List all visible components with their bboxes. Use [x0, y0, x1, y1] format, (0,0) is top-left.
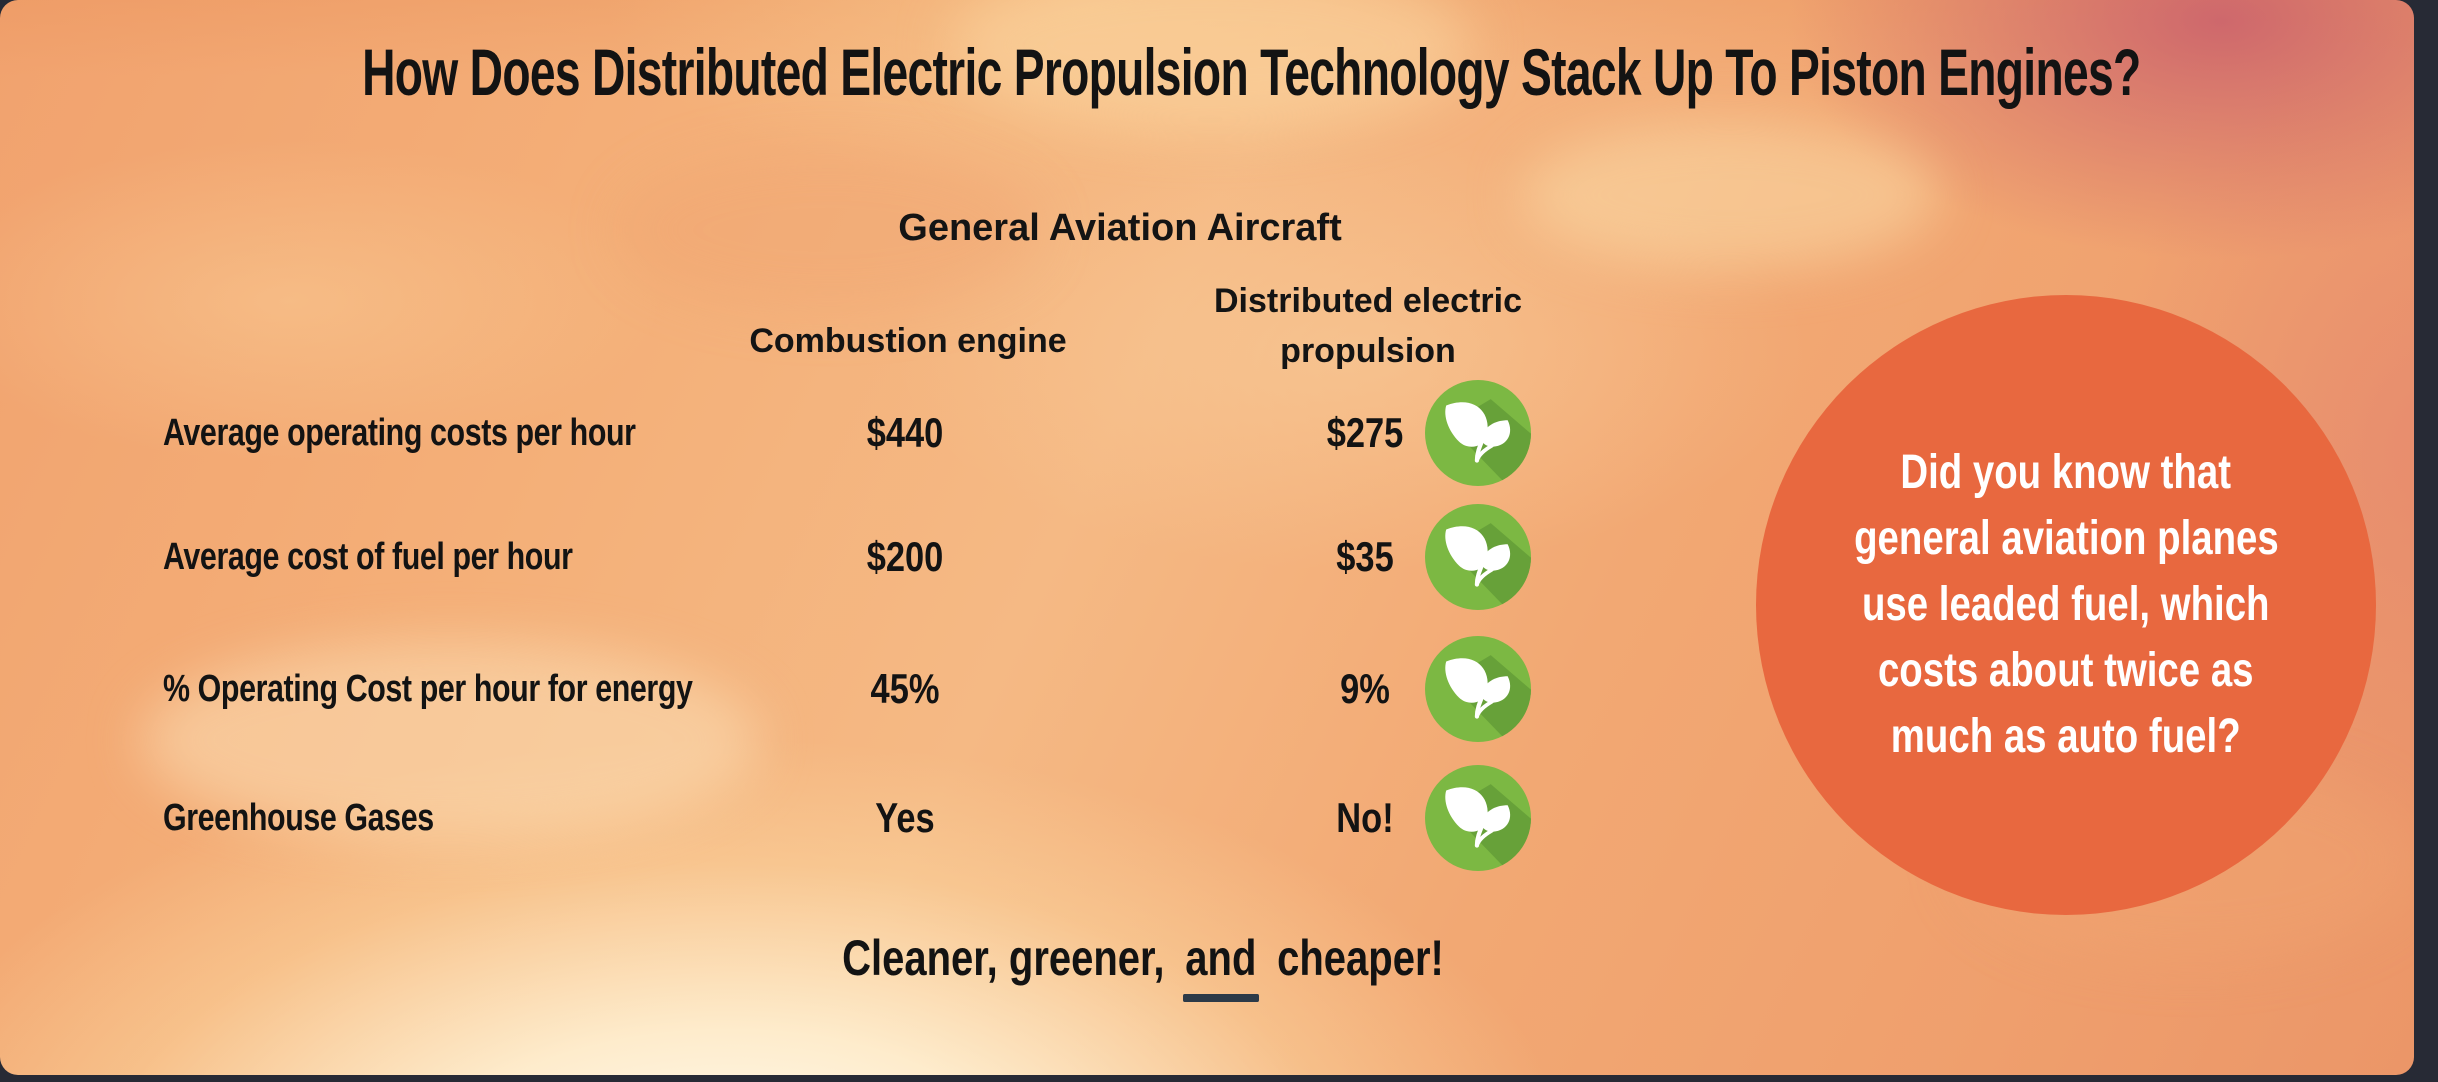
footer-tagline: Cleaner, greener, and cheaper! — [229, 928, 2058, 988]
combustion-value: $200 — [866, 533, 944, 580]
column-header-dep-line: propulsion — [1280, 332, 1456, 370]
row-label: % Operating Cost per hour for energy — [163, 668, 693, 710]
column-header-combustion: Combustion engine — [749, 322, 1067, 360]
leaf-icon — [1425, 765, 1531, 871]
leaf-icon — [1425, 504, 1531, 610]
row-label: Greenhouse Gases — [163, 797, 434, 839]
combustion-value: 45% — [870, 665, 940, 712]
leaf-icon — [1425, 380, 1531, 486]
column-header-distributed-electric-propulsion: Distributed electric propulsion — [1208, 276, 1528, 376]
dep-value: No! — [1336, 794, 1394, 841]
table-group-header: General Aviation Aircraft — [898, 207, 1342, 249]
leaf-icon — [1425, 636, 1531, 742]
row-label: Average operating costs per hour — [163, 412, 636, 454]
combustion-value: Yes — [875, 794, 935, 841]
page-title: How Does Distributed Electric Propulsion… — [362, 35, 2141, 109]
footer-and-underlined: and — [1185, 930, 1257, 986]
combustion-value: $440 — [866, 409, 944, 456]
callout-text-line: much as auto fuel? — [1891, 710, 2241, 763]
footer-part2: cheaper! — [1277, 930, 1444, 986]
callout-text-line: costs about twice as — [1878, 644, 2254, 697]
comparison-table: Average operating costs per hour $440 $2… — [163, 380, 1583, 945]
dep-value: $35 — [1336, 533, 1394, 580]
callout-text-line: general aviation planes — [1853, 512, 2279, 565]
callout-text-line: use leaded fuel, which — [1862, 578, 2270, 631]
footer-part1: Cleaner, greener, — [842, 930, 1165, 986]
table-row: Average operating costs per hour $440 $2… — [163, 380, 1583, 486]
background-cloud — [1520, 120, 1940, 270]
did-you-know-circle: Did you know that general aviation plane… — [1756, 295, 2376, 915]
table-row: % Operating Cost per hour for energy 45%… — [163, 636, 1583, 742]
dep-value: 9% — [1340, 665, 1390, 712]
column-header-dep-line: Distributed electric — [1214, 282, 1522, 320]
row-label: Average cost of fuel per hour — [163, 536, 573, 578]
table-row: Greenhouse Gases Yes No! — [163, 765, 1583, 871]
table-row: Average cost of fuel per hour $200 $35 — [163, 504, 1583, 610]
dep-value: $275 — [1326, 409, 1404, 456]
callout-text-line: Did you know that — [1900, 446, 2232, 499]
